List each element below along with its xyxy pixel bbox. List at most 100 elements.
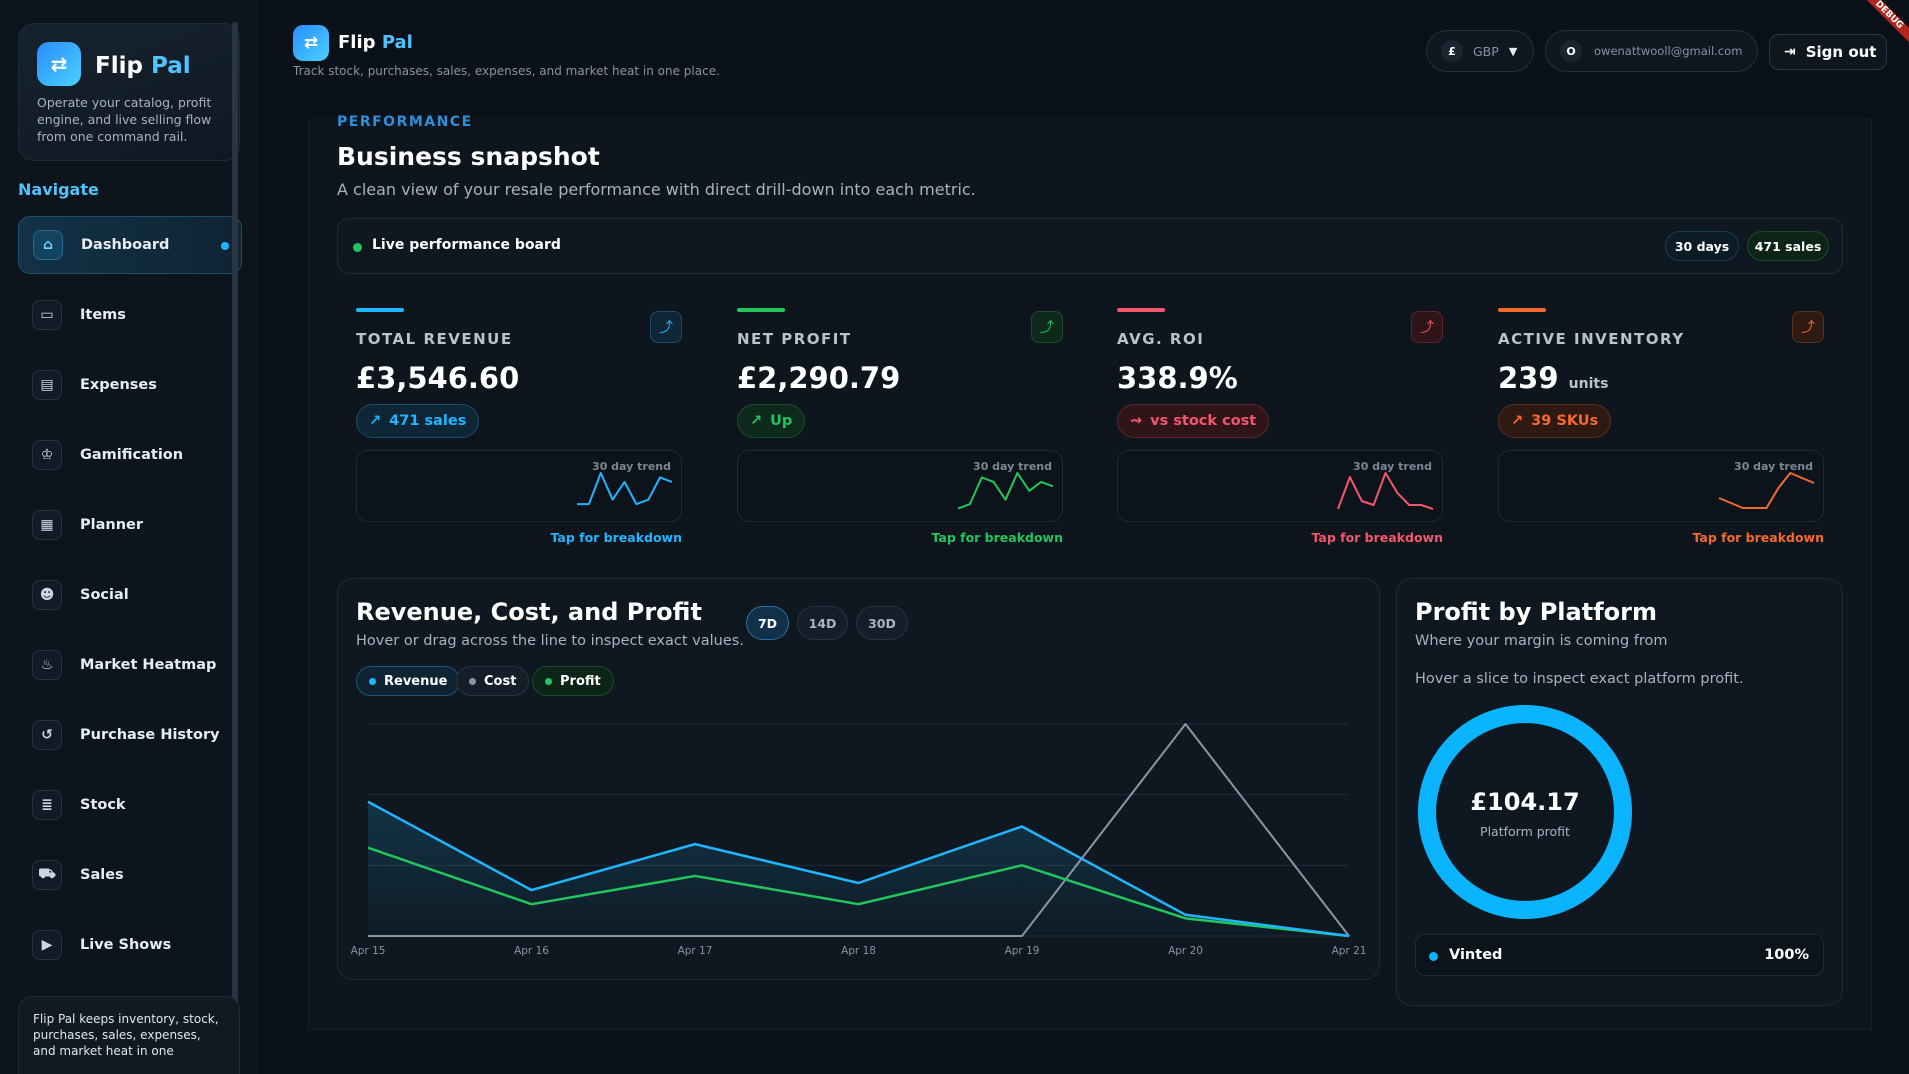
cart-icon: ⛟	[32, 860, 62, 890]
trophy-icon: ♔	[32, 440, 62, 470]
legend-profit[interactable]: Profit	[532, 666, 614, 696]
currency-code: GBP	[1473, 43, 1499, 59]
total-revenue-label: TOTAL REVENUE	[356, 330, 513, 348]
box-icon: ▭	[32, 300, 62, 330]
trend-up-icon[interactable]: ⤴	[1792, 311, 1824, 343]
total-revenue-badge: ↗ 471 sales	[356, 404, 480, 438]
logout-icon: ⇥	[1784, 44, 1796, 60]
sparkline	[577, 472, 673, 506]
net-profit-tap-breakdown[interactable]: Tap for breakdown	[931, 530, 1063, 545]
total-revenue-trend-card[interactable]: 30 day trend	[356, 450, 682, 522]
platform-dot	[1429, 952, 1438, 961]
active-inventory-value: 239 units	[1498, 361, 1609, 395]
net-profit-trend-card[interactable]: 30 day trend	[737, 450, 1063, 522]
active-inventory-badge: ↗ 39 SKUs	[1498, 404, 1612, 438]
sidebar-item-market-heatmap[interactable]: ♨ Market Heatmap	[18, 636, 242, 694]
revenue-panel-title: Revenue, Cost, and Profit	[356, 598, 702, 626]
x-tick-label: Apr 18	[841, 945, 876, 957]
avg-roi-badge: ⇝ vs stock cost	[1117, 404, 1270, 438]
sparkline-path	[577, 472, 673, 506]
range-14d-button[interactable]: 14D	[797, 606, 848, 640]
sparkline	[957, 472, 1054, 510]
revenue-line-chart[interactable]: Apr 15 Apr 16 Apr 17 Apr 18 Apr 19 Apr 20 Apr …	[337, 700, 1380, 960]
history-icon: ↺	[32, 720, 62, 750]
live-performance-label: Live performance board	[372, 237, 561, 253]
series-line-profit[interactable]	[367, 846, 1350, 938]
legend-cost[interactable]: Cost	[456, 666, 530, 696]
sign-out-button[interactable]: ⇥ Sign out	[1769, 34, 1887, 70]
sparkline-path	[1718, 472, 1815, 509]
sparkline	[1337, 472, 1434, 510]
sidebar-item-purchase-history[interactable]: ↺ Purchase History	[18, 706, 242, 764]
sidebar-item-expenses[interactable]: ▤ Expenses	[18, 356, 242, 414]
legend-revenue-dot	[369, 677, 376, 685]
sidebar-item-items[interactable]: ▭ Items	[18, 286, 242, 344]
total-revenue-tap-breakdown[interactable]: Tap for breakdown	[550, 530, 682, 545]
brand-description: Operate your catalog, profit engine, and…	[37, 95, 212, 144]
range-7d-button[interactable]: 7D	[746, 606, 789, 640]
sidebar-item-planner[interactable]: ▦ Planner	[18, 496, 242, 554]
platform-panel-hint: Hover a slice to inspect exact platform …	[1415, 671, 1744, 687]
nav-title: Navigate	[18, 180, 99, 199]
calendar-icon: ▦	[32, 510, 62, 540]
net-profit-badge: ↗ Up	[737, 404, 806, 438]
active-inventory-tap-breakdown[interactable]: Tap for breakdown	[1692, 530, 1824, 545]
trend-up-icon[interactable]: ⤴	[1031, 311, 1063, 343]
active-inventory-accent	[1498, 308, 1546, 312]
net-profit-value: £2,290.79	[737, 361, 901, 395]
sidebar-item-label: Market Heatmap	[80, 657, 217, 673]
currency-selector[interactable]: £ GBP ▼	[1426, 30, 1534, 72]
series-line-cost[interactable]	[368, 723, 1350, 937]
legend-profit-dot	[545, 677, 552, 685]
avg-roi-accent	[1117, 308, 1165, 312]
stack-icon: ≣	[32, 790, 62, 820]
sidebar-item-live-shows[interactable]: ▶ Live Shows	[18, 916, 242, 974]
trend-up-icon[interactable]: ⤴	[1411, 311, 1443, 343]
x-tick-label: Apr 16	[514, 945, 549, 957]
sidebar-item-label: Social	[80, 587, 129, 603]
net-profit-label: NET PROFIT	[737, 330, 852, 348]
chevron-down-icon: ▼	[1508, 44, 1518, 58]
sparkline-path	[957, 472, 1054, 510]
sidebar-item-sales[interactable]: ⛟ Sales	[18, 846, 242, 904]
days-chip[interactable]: 30 days	[1665, 231, 1739, 261]
platform-donut-chart[interactable]	[1413, 702, 1637, 926]
active-inventory-unit: units	[1568, 376, 1609, 392]
avg-roi-tap-breakdown[interactable]: Tap for breakdown	[1311, 530, 1443, 545]
avatar: O	[1560, 40, 1582, 62]
sidebar-footer-text: Flip Pal keeps inventory, stock, purchas…	[18, 996, 240, 1074]
sidebar-item-gamification[interactable]: ♔ Gamification	[18, 426, 242, 484]
sidebar-item-label: Expenses	[80, 377, 157, 393]
sparkline-path	[1337, 472, 1434, 510]
sidebar-item-label: Gamification	[80, 447, 184, 463]
user-account-pill[interactable]: O owenattwooll@gmail.com	[1545, 30, 1758, 72]
active-inventory-trend-card[interactable]: 30 day trend	[1498, 450, 1824, 522]
total-revenue-value: £3,546.60	[356, 361, 520, 395]
legend-revenue[interactable]: Revenue	[356, 666, 461, 696]
series-line-revenue[interactable]	[367, 800, 1350, 938]
sparkline	[1718, 472, 1815, 509]
swap-arrows-icon: ⇄	[37, 42, 81, 86]
platform-row-vinted[interactable]: Vinted 100%	[1415, 934, 1824, 976]
platform-panel-subtitle: Where your margin is coming from	[1415, 633, 1668, 649]
avg-roi-trend-card[interactable]: 30 day trend	[1117, 450, 1443, 522]
donut-slice-vinted[interactable]	[1418, 705, 1632, 919]
revenue-panel-subtitle: Hover or drag across the line to inspect…	[356, 633, 744, 649]
sidebar-item-social[interactable]: ☻ Social	[18, 566, 242, 624]
trend-label: 30 day trend	[973, 460, 1052, 473]
sidebar-item-dashboard[interactable]: ⌂ Dashboard	[18, 216, 242, 274]
donut-center-value: £104.17	[1470, 788, 1580, 816]
platform-percent: 100%	[1764, 947, 1809, 963]
sidebar: ⇄ Flip Pal Operate your catalog, profit …	[0, 0, 258, 1074]
header-subtitle: Track stock, purchases, sales, expenses,…	[293, 64, 720, 78]
active-indicator-dot	[221, 242, 229, 250]
legend-cost-dot	[469, 677, 476, 685]
sidebar-item-stock[interactable]: ≣ Stock	[18, 776, 242, 834]
live-status-dot	[353, 243, 362, 252]
sidebar-scrollbar[interactable]	[232, 22, 238, 1020]
sales-chip[interactable]: 471 sales	[1747, 231, 1829, 261]
trend-up-icon[interactable]: ⤴	[650, 311, 682, 343]
range-30d-button[interactable]: 30D	[856, 606, 908, 640]
active-inventory-label: ACTIVE INVENTORY	[1498, 330, 1685, 348]
page-description: A clean view of your resale performance …	[337, 180, 976, 199]
